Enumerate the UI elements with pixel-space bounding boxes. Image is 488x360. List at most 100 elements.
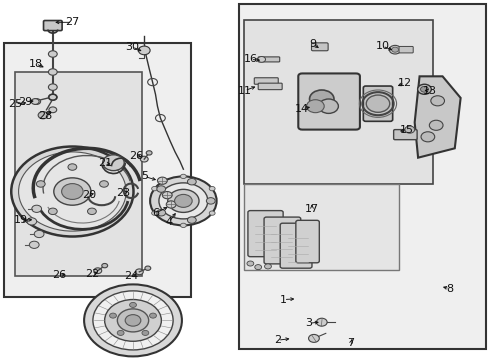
Circle shape: [257, 57, 265, 62]
Text: 28: 28: [38, 111, 52, 121]
Circle shape: [125, 315, 141, 326]
Circle shape: [48, 51, 57, 57]
Text: 29: 29: [18, 96, 33, 107]
FancyBboxPatch shape: [264, 217, 300, 264]
Text: 20: 20: [82, 190, 96, 200]
Circle shape: [308, 334, 319, 342]
Circle shape: [27, 218, 37, 225]
Text: 18: 18: [29, 59, 42, 69]
Circle shape: [61, 184, 83, 199]
Circle shape: [36, 181, 45, 187]
Circle shape: [142, 330, 148, 336]
Text: 10: 10: [375, 41, 388, 51]
FancyBboxPatch shape: [398, 46, 412, 53]
FancyBboxPatch shape: [258, 83, 282, 90]
Circle shape: [180, 174, 186, 179]
Circle shape: [318, 99, 338, 113]
Text: 16: 16: [243, 54, 257, 64]
Circle shape: [68, 164, 77, 170]
Circle shape: [209, 211, 215, 215]
Text: 1: 1: [280, 294, 286, 305]
Circle shape: [48, 84, 57, 90]
Circle shape: [417, 84, 430, 94]
Circle shape: [109, 313, 116, 318]
Text: 15: 15: [399, 125, 413, 135]
FancyBboxPatch shape: [280, 223, 311, 268]
Circle shape: [150, 176, 216, 225]
Circle shape: [87, 208, 96, 215]
Text: 24: 24: [123, 271, 138, 282]
FancyBboxPatch shape: [363, 86, 392, 121]
Circle shape: [32, 205, 41, 212]
Circle shape: [209, 186, 215, 191]
Circle shape: [48, 69, 57, 75]
Text: 9: 9: [309, 39, 316, 49]
Circle shape: [129, 302, 136, 307]
Circle shape: [19, 152, 126, 231]
Text: 13: 13: [422, 86, 435, 96]
Text: 6: 6: [152, 208, 159, 218]
Circle shape: [157, 210, 165, 216]
Circle shape: [157, 177, 167, 184]
Circle shape: [159, 183, 207, 219]
Circle shape: [48, 94, 57, 100]
Circle shape: [428, 120, 442, 130]
Circle shape: [100, 181, 108, 187]
Bar: [244, 20, 432, 184]
Circle shape: [102, 155, 124, 171]
Bar: [238, 4, 485, 349]
Circle shape: [306, 100, 324, 113]
Circle shape: [138, 46, 150, 55]
Circle shape: [84, 284, 182, 356]
Text: 5: 5: [141, 171, 147, 181]
Circle shape: [180, 223, 186, 228]
Circle shape: [206, 198, 215, 204]
Circle shape: [388, 45, 400, 54]
Circle shape: [29, 241, 39, 248]
Text: 30: 30: [125, 42, 139, 52]
Text: 27: 27: [65, 17, 80, 27]
FancyBboxPatch shape: [311, 43, 327, 51]
Circle shape: [48, 208, 57, 215]
Text: 17: 17: [305, 204, 318, 214]
Circle shape: [174, 194, 192, 207]
Circle shape: [309, 90, 333, 108]
Circle shape: [167, 189, 199, 212]
Text: 26: 26: [53, 270, 66, 280]
Circle shape: [151, 186, 157, 191]
Circle shape: [430, 96, 444, 106]
Bar: [244, 184, 398, 270]
FancyBboxPatch shape: [43, 21, 62, 31]
Text: 26: 26: [129, 150, 142, 161]
Circle shape: [94, 268, 102, 274]
Text: 19: 19: [14, 215, 28, 225]
FancyBboxPatch shape: [254, 78, 278, 84]
Text: 25: 25: [8, 99, 22, 109]
Circle shape: [33, 99, 41, 104]
Circle shape: [187, 179, 196, 185]
FancyBboxPatch shape: [298, 73, 359, 130]
Text: 2: 2: [274, 335, 281, 345]
Circle shape: [140, 156, 148, 162]
Circle shape: [420, 132, 434, 142]
Circle shape: [404, 126, 414, 133]
Polygon shape: [414, 76, 460, 158]
Circle shape: [246, 261, 253, 266]
Circle shape: [149, 313, 156, 318]
FancyBboxPatch shape: [258, 57, 279, 62]
Text: 12: 12: [397, 78, 411, 88]
Circle shape: [151, 211, 157, 215]
Circle shape: [187, 217, 196, 223]
Circle shape: [157, 186, 165, 192]
Text: 23: 23: [116, 188, 130, 198]
Text: 14: 14: [295, 104, 308, 114]
Bar: [4, 43, 190, 297]
Circle shape: [104, 300, 161, 341]
Circle shape: [366, 95, 389, 112]
Circle shape: [31, 99, 39, 104]
Circle shape: [146, 151, 152, 155]
Text: 21: 21: [98, 158, 112, 168]
Circle shape: [316, 318, 326, 326]
Bar: [15, 72, 142, 276]
Text: 8: 8: [446, 284, 452, 294]
